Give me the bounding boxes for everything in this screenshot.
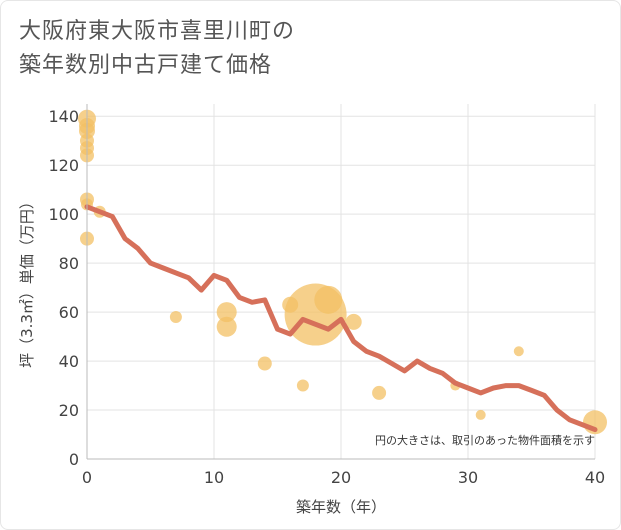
axes: 0 20 40 60 80 100 120 140 0 10 20 30 40 [48, 104, 605, 487]
scatter-point [216, 302, 237, 323]
scatter-point [513, 346, 524, 357]
chart-note: 円の大きさは、取引のあった物件面積を示す [375, 433, 595, 447]
x-tick-label: 20 [331, 468, 351, 487]
scatter-point [345, 313, 362, 330]
y-tick-label: 60 [59, 303, 79, 322]
trend-line-series [84, 204, 598, 433]
y-tick-label: 100 [48, 205, 79, 224]
y-tick-label: 80 [59, 254, 79, 273]
grid [86, 104, 596, 460]
scatter-point [475, 409, 486, 420]
trend-line [84, 204, 598, 433]
y-tick-label: 40 [59, 352, 79, 371]
y-tick-label: 20 [59, 401, 79, 420]
x-tick-label: 10 [204, 468, 224, 487]
scatter-point [169, 311, 182, 323]
scatter-series [78, 109, 607, 435]
chart-title-line-2: 築年数別中古戸建て価格 [19, 53, 273, 78]
scatter-point [216, 316, 237, 337]
x-tick-label: 0 [82, 468, 92, 487]
x-tick-label: 30 [458, 468, 478, 487]
scatter-point [314, 285, 343, 314]
x-axis-label: 築年数（年） [296, 498, 386, 516]
y-tick-label: 140 [48, 107, 79, 126]
scatter-point [372, 385, 387, 400]
chart-title-line-1: 大阪府東大阪市喜里川町の [19, 19, 296, 44]
y-axis-label: 坪（3.3㎡）単価（万円） [18, 194, 36, 368]
x-tick-label: 40 [585, 468, 605, 487]
scatter-point [296, 379, 309, 392]
y-tick-label: 120 [48, 156, 79, 175]
scatter-point [257, 356, 272, 371]
chart-title: 大阪府東大阪市喜里川町の 築年数別中古戸建て価格 [19, 15, 579, 83]
y-tick-label: 0 [69, 450, 79, 469]
